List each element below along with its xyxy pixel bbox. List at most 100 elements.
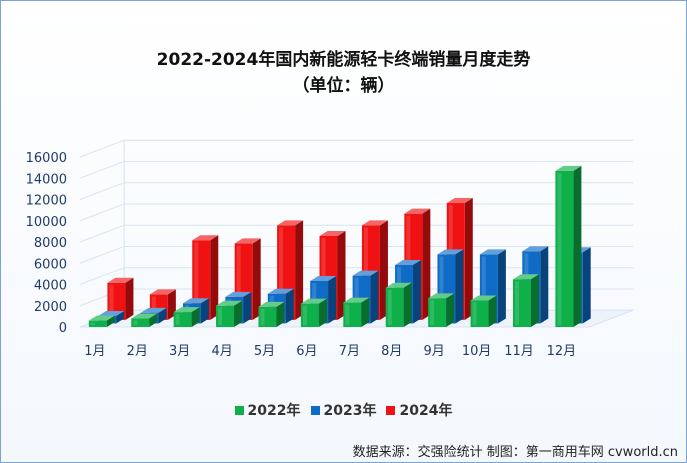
bar-top bbox=[352, 270, 379, 276]
bar-top bbox=[131, 313, 158, 319]
gridline-side-6 bbox=[79, 182, 125, 200]
x-tick-label-4: 5月 bbox=[254, 344, 275, 359]
bar-top bbox=[437, 249, 464, 255]
bar-highlight bbox=[236, 245, 241, 318]
bar-side bbox=[243, 291, 252, 324]
bar-side bbox=[285, 288, 294, 324]
x-tick-label-3: 4月 bbox=[211, 344, 232, 359]
bar-highlight bbox=[302, 305, 307, 325]
legend-label-2023: 2023年 bbox=[323, 403, 377, 419]
x-tick-label-7: 8月 bbox=[381, 344, 402, 359]
bar-top bbox=[300, 298, 327, 304]
bar-top bbox=[149, 289, 176, 295]
bar-top bbox=[267, 288, 294, 294]
y-tick-label-1: 2000 bbox=[34, 300, 67, 315]
bar-highlight bbox=[194, 242, 199, 318]
bar-side bbox=[361, 297, 370, 327]
bar-front bbox=[88, 320, 107, 327]
x-tick-label-0: 1月 bbox=[84, 344, 105, 359]
bar-top bbox=[555, 165, 582, 171]
bar-2024年-1月 bbox=[107, 277, 134, 320]
gridline-side-7 bbox=[79, 160, 125, 179]
bar-side bbox=[530, 274, 539, 327]
bar-side bbox=[210, 235, 219, 320]
x-tick-label-8: 9月 bbox=[424, 344, 445, 359]
bar-side bbox=[422, 208, 431, 320]
legend-label-2022: 2022年 bbox=[247, 403, 301, 419]
bar-2022年-1月 bbox=[88, 315, 115, 327]
bar-top bbox=[173, 307, 200, 313]
legend-item-2022: 2022年 bbox=[234, 400, 301, 420]
bar-highlight bbox=[430, 300, 435, 325]
bar-side bbox=[234, 300, 243, 327]
bar-top bbox=[258, 301, 285, 307]
bar-highlight bbox=[175, 314, 180, 325]
bar-chart-plot: 0 2000 4000 6000 8000 10000 12000 14000 16000 1月 2… bbox=[26, 139, 634, 359]
bar-top bbox=[88, 315, 115, 321]
gridline-side-8 bbox=[79, 139, 125, 158]
bar-top bbox=[385, 282, 412, 288]
bar-2022年-5月 bbox=[258, 301, 285, 327]
bar-highlight bbox=[260, 308, 265, 325]
bar-highlight bbox=[439, 256, 444, 322]
bar-2022年-10月 bbox=[470, 295, 497, 327]
bar-side bbox=[158, 307, 167, 324]
bar-2022年-12月 bbox=[555, 165, 582, 327]
bar-top bbox=[319, 230, 346, 236]
bar-side bbox=[200, 298, 209, 324]
bar-2022年-11月 bbox=[512, 274, 539, 327]
bar-side bbox=[446, 293, 455, 327]
legend-label-2024: 2024年 bbox=[399, 403, 453, 419]
bar-top bbox=[446, 198, 473, 204]
gridline-side-4 bbox=[79, 224, 125, 243]
bar-top bbox=[140, 307, 167, 313]
bar-top bbox=[98, 311, 125, 317]
bar-side bbox=[318, 298, 327, 327]
chart-title: 2022-2024年国内新能源轻卡终端销量月度走势 bbox=[156, 50, 531, 70]
x-tick-label-6: 7月 bbox=[339, 344, 360, 359]
bar-side bbox=[403, 282, 412, 327]
y-tick-label-2: 4000 bbox=[34, 279, 67, 294]
x-tick-label-10: 11月 bbox=[504, 344, 534, 359]
bar-highlight bbox=[514, 281, 519, 325]
bar-side bbox=[337, 230, 346, 320]
y-tick-label-5: 10000 bbox=[26, 215, 67, 230]
x-tick-label-1: 2月 bbox=[127, 344, 148, 359]
bar-top bbox=[522, 246, 549, 252]
gridline-side-2 bbox=[79, 267, 125, 285]
bar-side bbox=[540, 246, 549, 324]
bar-side bbox=[488, 295, 497, 327]
legend-item-2024: 2024年 bbox=[386, 400, 452, 420]
bar-side bbox=[464, 198, 473, 320]
bar-top bbox=[361, 220, 388, 226]
bar-side bbox=[106, 315, 115, 327]
bar-2022年-8月 bbox=[385, 282, 412, 327]
bar-2022年-3月 bbox=[173, 307, 200, 327]
bar-highlight bbox=[90, 322, 95, 325]
bar-top bbox=[479, 249, 506, 255]
bar-side bbox=[149, 313, 158, 327]
x-tick-label-5: 6月 bbox=[296, 344, 317, 359]
y-tick-label-3: 6000 bbox=[34, 257, 67, 272]
bar-side bbox=[191, 307, 200, 327]
y-tick-label-7: 14000 bbox=[26, 172, 67, 187]
bar-front bbox=[131, 318, 150, 327]
bar-2022年-4月 bbox=[216, 300, 243, 327]
bar-highlight bbox=[133, 320, 138, 325]
bar-2022年-7月 bbox=[343, 297, 370, 327]
bar-side bbox=[252, 238, 261, 320]
bar-highlight bbox=[109, 284, 114, 318]
bar-side bbox=[455, 249, 464, 324]
bar-side bbox=[116, 311, 125, 324]
bar-side bbox=[582, 247, 591, 324]
bar-top bbox=[107, 277, 134, 283]
bar-top bbox=[404, 208, 431, 214]
chart-legend: 2022年 2023年 2024年 bbox=[1, 400, 686, 420]
x-tick-label-11: 12月 bbox=[547, 344, 577, 359]
x-tick-label-2: 3月 bbox=[169, 344, 190, 359]
bar-top bbox=[310, 275, 337, 281]
gridline-side-3 bbox=[79, 245, 125, 264]
bar-side bbox=[276, 301, 285, 327]
y-tick-label-0: 0 bbox=[59, 321, 67, 336]
